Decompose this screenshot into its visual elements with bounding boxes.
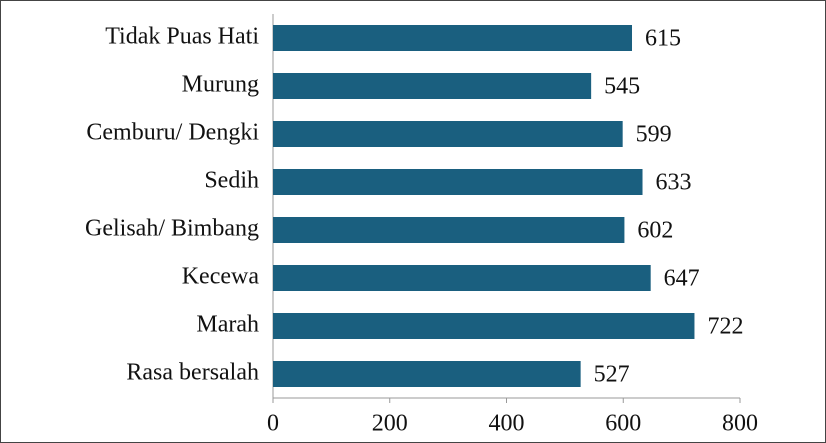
value-label: 602 xyxy=(637,218,673,244)
bar xyxy=(273,169,643,195)
x-tick-label: 400 xyxy=(489,411,525,437)
value-label: 647 xyxy=(664,266,700,292)
bar xyxy=(273,25,633,51)
value-label: 615 xyxy=(645,26,681,52)
bar xyxy=(273,121,623,147)
bar xyxy=(273,265,651,291)
y-tick-label: Rasa bersalah xyxy=(126,360,259,386)
value-label: 722 xyxy=(707,314,743,340)
bar xyxy=(273,361,581,387)
x-tick-label: 800 xyxy=(722,411,758,437)
y-tick-label: Gelisah/ Bimbang xyxy=(85,216,259,242)
y-tick-label: Cemburu/ Dengki xyxy=(86,120,259,146)
bar xyxy=(273,313,695,339)
x-tick-label: 0 xyxy=(267,411,279,437)
x-tick-label: 200 xyxy=(372,411,408,437)
value-label: 527 xyxy=(594,362,630,388)
bar xyxy=(273,73,592,99)
value-label: 545 xyxy=(604,74,640,100)
bar xyxy=(273,217,625,243)
y-tick-label: Marah xyxy=(196,312,259,338)
y-tick-label: Kecewa xyxy=(182,264,260,290)
y-tick-label: Tidak Puas Hati xyxy=(105,24,259,50)
x-tick-label: 600 xyxy=(605,411,641,437)
value-label: 599 xyxy=(636,122,672,148)
value-label: 633 xyxy=(656,170,692,196)
y-tick-label: Sedih xyxy=(204,168,259,194)
y-tick-label: Murung xyxy=(182,72,259,98)
